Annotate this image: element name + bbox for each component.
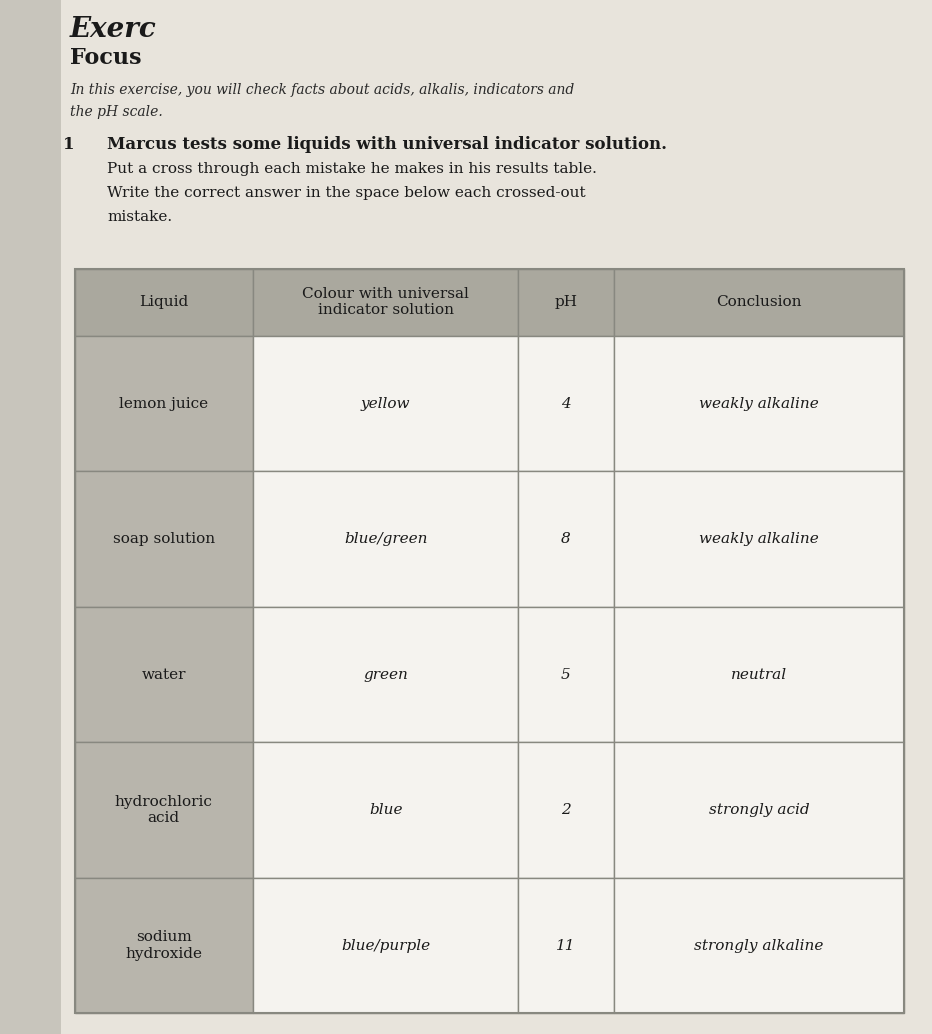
Text: lemon juice: lemon juice: [119, 397, 208, 410]
Text: mistake.: mistake.: [107, 210, 172, 224]
Text: green: green: [363, 668, 408, 681]
Bar: [613, 742, 904, 878]
Text: Focus: Focus: [70, 47, 142, 68]
Bar: [75, 878, 253, 1013]
Bar: [253, 742, 518, 878]
Bar: [613, 878, 904, 1013]
Bar: [75, 336, 253, 472]
Bar: [518, 336, 613, 472]
Bar: [0, 0, 61, 1034]
Text: blue: blue: [369, 803, 403, 817]
Text: the pH scale.: the pH scale.: [70, 105, 163, 120]
Bar: [253, 336, 518, 472]
Bar: [613, 269, 904, 336]
Bar: [518, 742, 613, 878]
Text: Marcus tests some liquids with universal indicator solution.: Marcus tests some liquids with universal…: [107, 136, 667, 153]
Text: pH: pH: [555, 296, 578, 309]
Text: 2: 2: [561, 803, 571, 817]
Bar: [75, 269, 253, 336]
Bar: [518, 878, 613, 1013]
Bar: [75, 269, 904, 1013]
Text: strongly acid: strongly acid: [708, 803, 809, 817]
Bar: [75, 607, 253, 742]
Text: neutral: neutral: [731, 668, 787, 681]
Text: In this exercise, you will check facts about acids, alkalis, indicators and: In this exercise, you will check facts a…: [70, 83, 574, 97]
Bar: [75, 742, 253, 878]
Text: strongly alkaline: strongly alkaline: [694, 939, 824, 952]
Text: Conclusion: Conclusion: [716, 296, 802, 309]
Text: 1: 1: [63, 136, 75, 153]
Text: yellow: yellow: [361, 397, 410, 410]
Text: water: water: [142, 668, 186, 681]
Text: 4: 4: [561, 397, 571, 410]
Text: Exerc: Exerc: [70, 16, 157, 42]
Bar: [253, 878, 518, 1013]
Bar: [253, 607, 518, 742]
Bar: [613, 336, 904, 472]
Text: blue/green: blue/green: [344, 533, 428, 546]
Text: weakly alkaline: weakly alkaline: [699, 397, 818, 410]
Text: Put a cross through each mistake he makes in his results table.: Put a cross through each mistake he make…: [107, 162, 597, 177]
Text: soap solution: soap solution: [113, 533, 214, 546]
Text: 8: 8: [561, 533, 571, 546]
Bar: [253, 269, 518, 336]
Text: Write the correct answer in the space below each crossed-out: Write the correct answer in the space be…: [107, 186, 586, 201]
Bar: [75, 472, 253, 607]
Text: weakly alkaline: weakly alkaline: [699, 533, 818, 546]
Bar: [613, 607, 904, 742]
Text: 5: 5: [561, 668, 571, 681]
Text: 11: 11: [556, 939, 576, 952]
Text: Colour with universal
indicator solution: Colour with universal indicator solution: [302, 287, 469, 317]
Bar: [518, 607, 613, 742]
Bar: [518, 269, 613, 336]
Bar: [613, 472, 904, 607]
Text: sodium
hydroxide: sodium hydroxide: [125, 931, 202, 961]
Text: Liquid: Liquid: [139, 296, 188, 309]
Bar: [253, 472, 518, 607]
Text: blue/purple: blue/purple: [341, 939, 431, 952]
Bar: [518, 472, 613, 607]
Text: hydrochloric
acid: hydrochloric acid: [115, 795, 212, 825]
